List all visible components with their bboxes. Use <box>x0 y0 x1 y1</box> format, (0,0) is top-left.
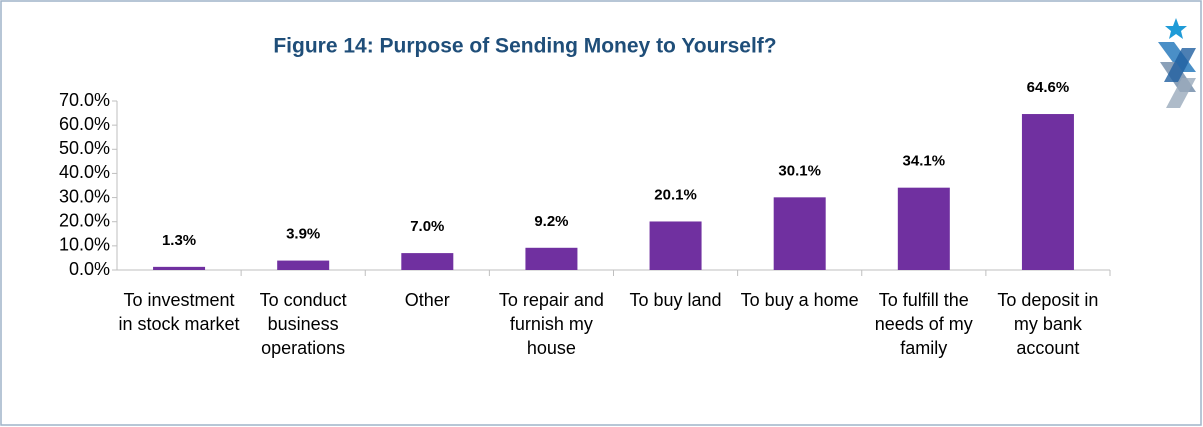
y-tick-label: 60.0% <box>59 114 110 134</box>
bar <box>897 187 950 270</box>
logo <box>1158 18 1196 108</box>
bar <box>525 247 578 270</box>
bar <box>277 260 330 270</box>
data-label: 64.6% <box>1027 79 1070 96</box>
y-tick-label: 40.0% <box>59 162 110 182</box>
x-tick-label: To deposit in my bank account <box>997 290 1099 358</box>
bar <box>649 221 702 270</box>
data-label: 30.1% <box>778 162 821 179</box>
x-tick-label: To conduct business operations <box>259 290 347 358</box>
data-label: 1.3% <box>162 232 196 249</box>
bar <box>401 253 454 270</box>
data-label: 34.1% <box>903 153 946 170</box>
y-tick-label: 20.0% <box>59 210 110 230</box>
x-tick-label: Other <box>404 290 450 310</box>
x-tick-label: To repair and furnish my house <box>498 290 604 358</box>
data-label: 20.1% <box>654 186 697 203</box>
x-tick-label: To buy land <box>629 290 722 310</box>
data-label: 7.0% <box>410 218 444 235</box>
bar <box>1021 114 1074 270</box>
data-label: 9.2% <box>534 213 568 230</box>
y-tick-label: 10.0% <box>59 235 110 255</box>
y-tick-label: 50.0% <box>59 138 110 158</box>
data-label: 3.9% <box>286 226 320 243</box>
x-tick-label: To investment in stock market <box>118 290 240 334</box>
y-tick-label: 30.0% <box>59 186 110 206</box>
x-tick-label: To buy a home <box>740 290 859 310</box>
y-tick-label: 70.0% <box>59 90 110 110</box>
chart-title: Figure 14: Purpose of Sending Money to Y… <box>273 35 776 58</box>
bar <box>153 266 206 270</box>
x-tick-label: To fulfill the needs of my family <box>874 290 973 358</box>
bar <box>773 197 826 270</box>
y-tick-label: 0.0% <box>69 259 110 279</box>
